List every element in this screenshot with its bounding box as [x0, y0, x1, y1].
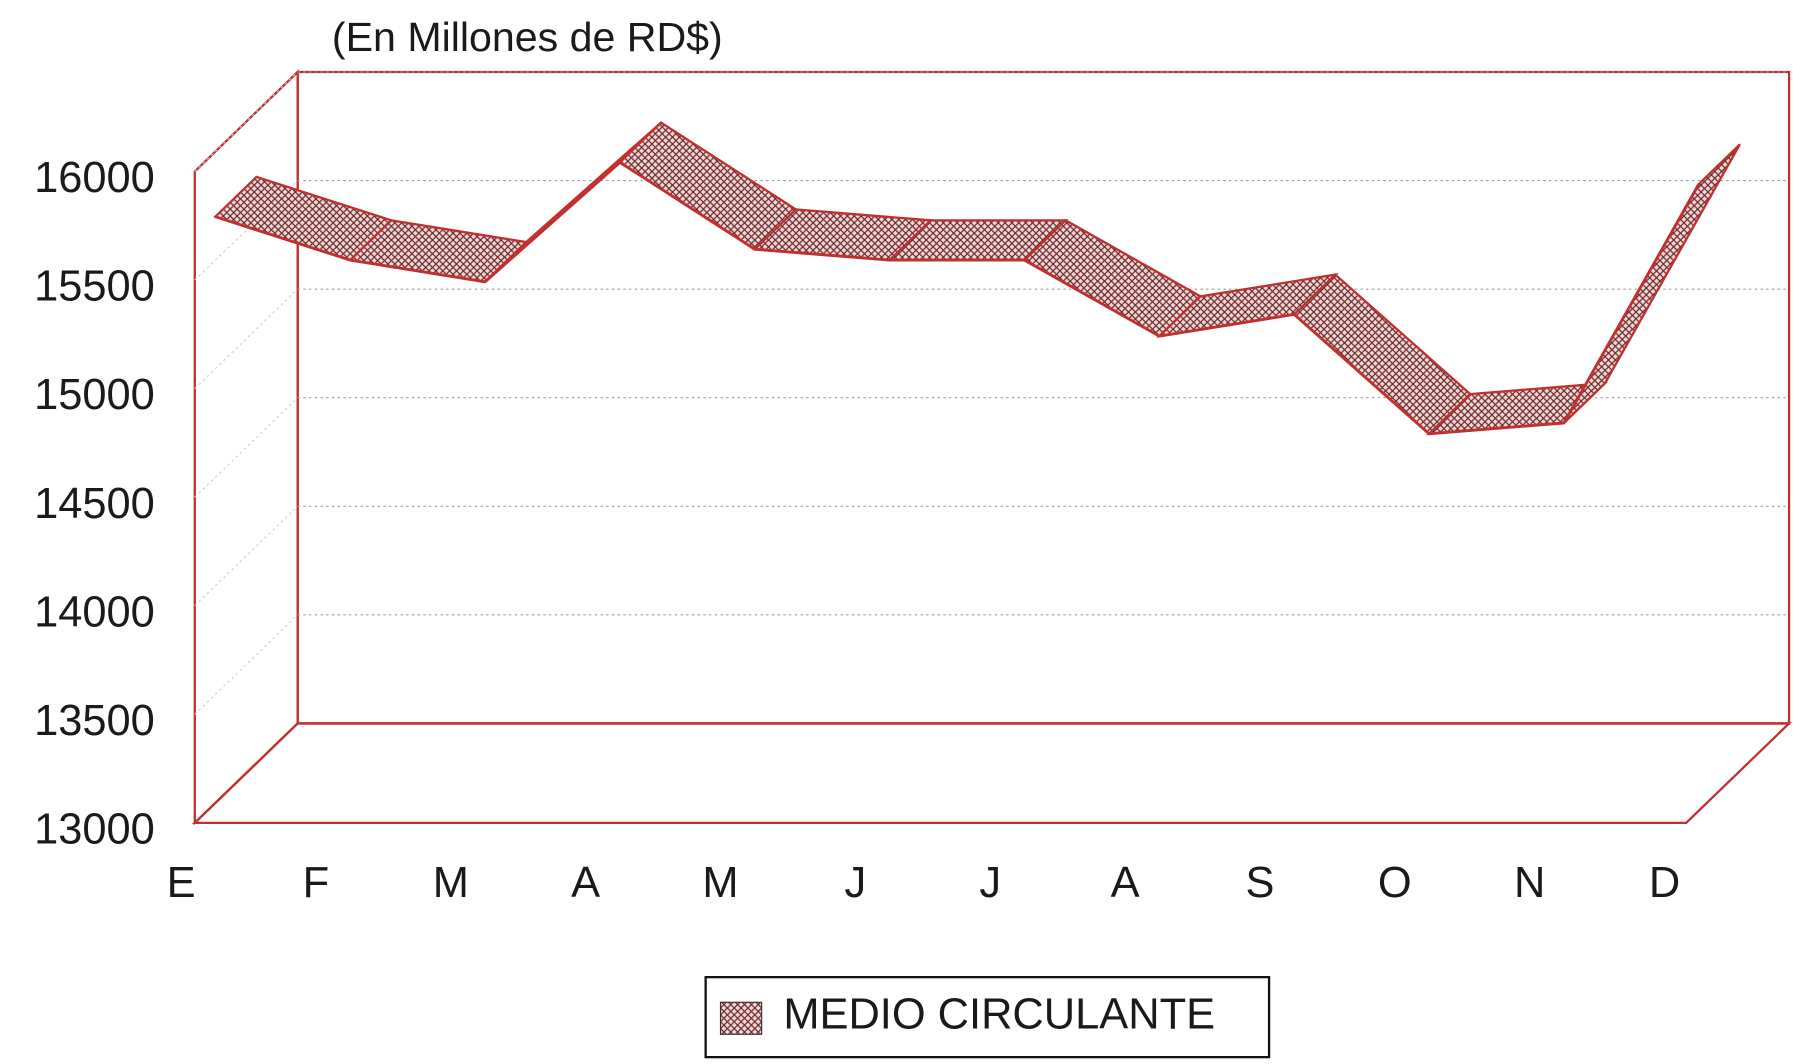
y-tick-label: 15000	[34, 371, 155, 419]
ribbon-edge	[214, 160, 1701, 436]
x-tick-label: A	[1111, 859, 1140, 907]
y-tick-label: 14500	[34, 480, 155, 528]
x-tick-label: N	[1514, 859, 1545, 907]
x-tick-label: S	[1245, 859, 1274, 907]
x-tick-label: M	[702, 859, 738, 907]
grid-line	[194, 397, 299, 498]
x-tick-label: E	[167, 859, 196, 907]
legend-label: MEDIO CIRCULANTE	[783, 991, 1215, 1039]
grid-line	[194, 180, 299, 281]
legend-swatch	[719, 1001, 763, 1035]
ribbon-segment	[1562, 143, 1741, 424]
grid-line	[194, 614, 299, 715]
y-tick-label: 16000	[34, 154, 155, 202]
chart-subtitle: (En Millones de RD$)	[332, 14, 723, 60]
grid-line	[194, 505, 299, 607]
y-tick-label: 15500	[34, 263, 155, 311]
x-tick-label: J	[845, 859, 867, 907]
ribbon-segment	[618, 121, 798, 251]
grid-line	[194, 71, 299, 172]
ribbon-segment	[1292, 273, 1472, 436]
x-tick-label: F	[303, 859, 330, 907]
x-tick-label: M	[433, 859, 469, 907]
legend-box	[704, 976, 1271, 1059]
ribbon-segment	[1022, 218, 1203, 338]
y-tick-label: 13500	[34, 697, 155, 745]
y-tick-label: 13000	[34, 805, 155, 853]
x-tick-label: J	[979, 859, 1001, 907]
y-tick-label: 14000	[34, 588, 155, 636]
x-tick-label: O	[1378, 859, 1412, 907]
grid-line	[194, 288, 299, 389]
x-tick-label: A	[571, 859, 600, 907]
x-tick-label: D	[1649, 859, 1680, 907]
floor	[191, 722, 1792, 824]
